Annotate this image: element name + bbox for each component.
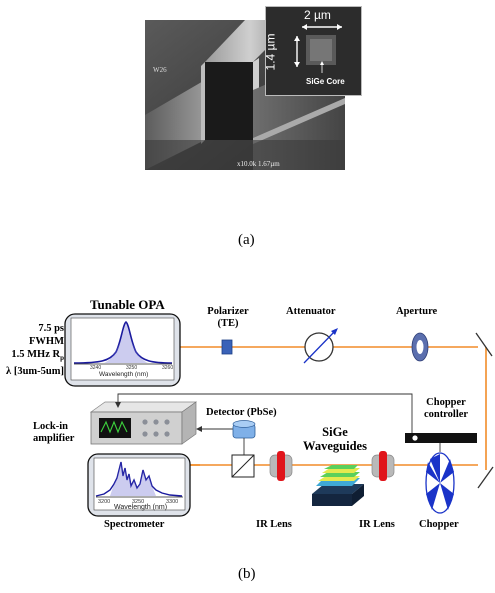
spectrometer-spectrum-fill — [110, 462, 156, 496]
detector-label: Detector (PbSe) — [206, 407, 277, 418]
attenuator-icon — [303, 328, 338, 364]
chopper-label: Chopper — [419, 519, 459, 530]
detector-pbse-icon — [232, 420, 256, 455]
chopper-controller-knob — [412, 435, 418, 441]
sem-tag: W26 — [153, 66, 167, 74]
mirror-top — [475, 332, 493, 357]
opa-spectrum-curve — [73, 321, 173, 364]
sige-waveguides-label: SiGe Waveguides — [303, 425, 367, 453]
spectrometer-tick: 3300 — [166, 499, 179, 505]
ir-lens-right-icon — [371, 451, 395, 481]
scale-width-label: 2 µm — [304, 8, 331, 22]
sige-waveguide-chip — [312, 465, 364, 506]
caption-a: (a) — [238, 232, 255, 248]
sem-inset: 2 µm 1.4 µm SiGe Core — [263, 6, 362, 96]
opa-tick: 3240 — [90, 365, 102, 371]
caption-b: (b) — [238, 566, 256, 582]
polarizer-element — [221, 339, 233, 355]
lockin-amplifier-label: Lock-in amplifier — [33, 421, 75, 444]
laser-spec-range: λ [3um-5um] — [6, 366, 64, 378]
wire-arrow-lockin-right — [196, 426, 202, 432]
sem-inset-illustration — [266, 7, 361, 95]
opa-x-axis-label: Wavelength (nm) — [99, 371, 149, 378]
chopper-controller-box — [405, 433, 477, 443]
lockin-amplifier-device — [89, 401, 198, 445]
aperture-label: Aperture — [396, 306, 438, 317]
chopper-wheel-icon — [425, 452, 455, 514]
opa-tick: 3260 — [162, 365, 174, 371]
signal-wires — [117, 393, 413, 435]
laser-spec-rate: 1.5 MHz Rp — [11, 349, 64, 363]
tunable-opa-title: Tunable OPA — [90, 297, 165, 312]
sem-footer: x10.0k 1.67µm — [237, 160, 280, 168]
wire-arrow-lockin-top — [115, 402, 121, 408]
chopper-controller-label: Chopper controller — [423, 397, 469, 420]
attenuator-label: Attenuator — [286, 306, 336, 317]
spectrometer-spectrum-curve — [95, 461, 183, 497]
beam-splitter-cube — [231, 454, 255, 478]
mirror-bottom — [477, 466, 494, 489]
spectrometer-x-axis-label: Wavelength (nm) — [114, 504, 168, 511]
aperture-icon — [411, 332, 429, 362]
spectrometer-label: Spectrometer — [104, 519, 165, 530]
laser-specs: 7.5 ps FWHM 1.5 MHz Rp λ [3um-5um] — [2, 322, 64, 378]
ir-lens-left-icon — [269, 451, 293, 481]
opa-tick: 3250 — [126, 365, 138, 371]
spectrometer-tick: 3200 — [98, 499, 111, 505]
laser-spec-pulse: 7.5 ps FWHM — [29, 323, 64, 347]
opa-spectrum-fill — [104, 322, 148, 363]
polarizer-label: Polarizer (TE) — [207, 306, 249, 329]
sige-core-label: SiGe Core — [306, 77, 345, 86]
ir-lens-right-label: IR Lens — [359, 519, 395, 530]
ir-lens-left-label: IR Lens — [256, 519, 292, 530]
spectrometer-tick: 3250 — [132, 499, 145, 505]
